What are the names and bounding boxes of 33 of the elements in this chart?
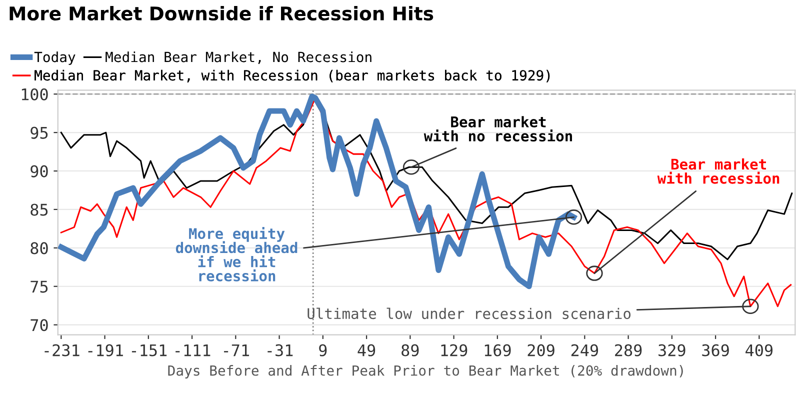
legend-label: Today xyxy=(34,51,76,65)
x-tick-label: -191 xyxy=(88,344,123,356)
annotation: Bear market with recession xyxy=(657,158,780,184)
x-tick-label: 169 xyxy=(484,344,511,356)
x-tick-label: 249 xyxy=(571,344,598,356)
x-axis-title: Days Before and After Peak Prior to Bear Market (20% drawdown) xyxy=(168,365,683,378)
y-tick-label: 90 xyxy=(30,165,48,178)
x-tick-label: -31 xyxy=(268,344,293,356)
chart-title: More Market Downside if Recession Hits xyxy=(10,6,434,21)
y-tick-label: 80 xyxy=(30,242,48,254)
y-tick-label: 70 xyxy=(30,319,48,332)
y-tick-label: 100 xyxy=(22,88,48,100)
x-tick-label: 369 xyxy=(702,344,729,356)
y-tick-label: 85 xyxy=(30,204,48,216)
x-tick-label: 9 xyxy=(319,344,327,356)
annotation: Ultimate low under recession scenario xyxy=(308,308,631,320)
annotation: Bear market with no recession xyxy=(424,116,572,142)
x-tick-label: -71 xyxy=(224,344,249,356)
x-tick-label: 209 xyxy=(528,344,554,356)
x-tick-label: 129 xyxy=(441,344,468,356)
x-tick-label: 49 xyxy=(358,344,376,356)
x-tick-label: -151 xyxy=(132,344,167,356)
x-tick-label: 409 xyxy=(746,344,773,356)
x-tick-label: 329 xyxy=(658,344,686,356)
x-tick-label: 289 xyxy=(615,344,642,356)
legend-label: Median Bear Market, No Recession xyxy=(106,51,372,64)
x-tick-label: -111 xyxy=(176,344,210,356)
annotation: More equity downside ahead if we hit recession xyxy=(176,226,298,282)
x-tick-label: -231 xyxy=(44,344,80,356)
y-tick-label: 75 xyxy=(30,280,48,293)
y-tick-label: 95 xyxy=(30,126,48,139)
x-tick-label: 89 xyxy=(402,344,419,356)
legend-label: Median Bear Market, with Recession (bear markets back to 1929) xyxy=(34,70,550,82)
